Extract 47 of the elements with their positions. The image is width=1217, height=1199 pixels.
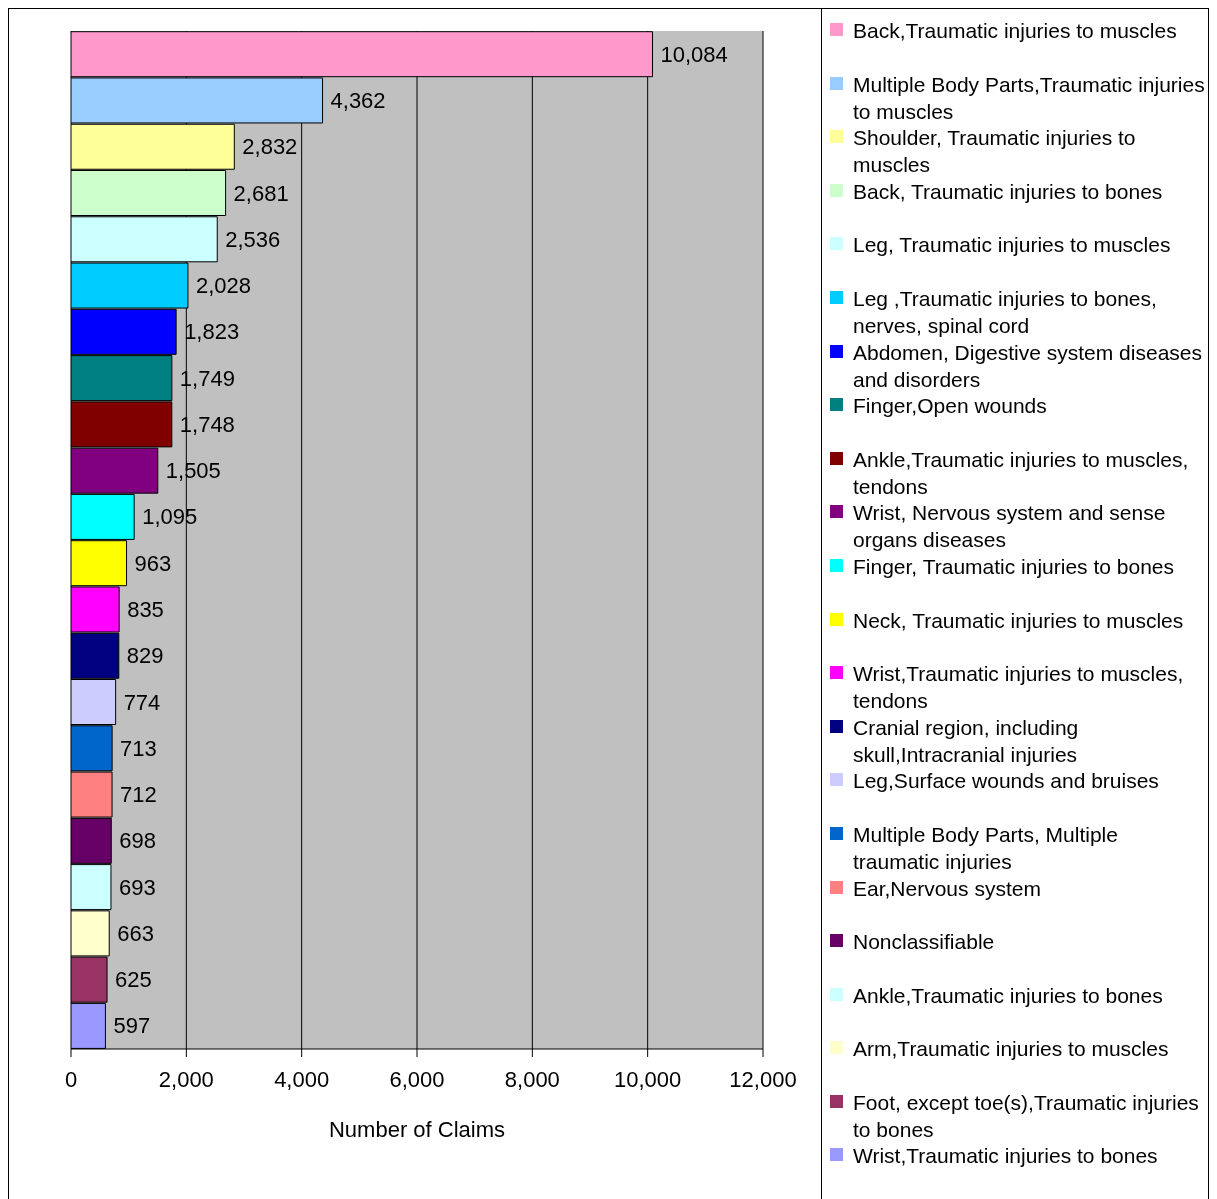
x-tick-label: 8,000 [504,1066,560,1092]
data-label: 625 [115,967,152,993]
data-label: 835 [127,596,164,622]
legend-label: Cranial region, including skull,Intracranial injuries [853,715,1079,766]
legend-label: Foot, except toe(s),Traumatic injuries to bones [853,1090,1199,1141]
legend-label: Back,Traumatic injuries to muscles [853,19,1177,42]
legend-label: Ear,Nervous system [853,876,1041,900]
legend-label: Neck, Traumatic injuries to muscles [853,608,1184,632]
data-label: 2,028 [195,273,252,299]
data-label: 10,084 [660,41,728,67]
data-label: 597 [113,1013,151,1039]
data-label: 4,362 [330,87,386,113]
legend-label: Abdomen, Digestive system diseases and disorders [853,340,1202,391]
legend-label: Wrist, Nervous system and sense organs diseases [853,501,1166,552]
data-label: 663 [117,920,154,946]
legend-label: Multiple Body Parts, Multiple traumatic injuries [853,822,1118,873]
legend-label: Leg ,Traumatic injuries to bones, nerves, spinal cord [853,286,1157,337]
legend-label: Finger, Traumatic injuries to bones [853,554,1174,578]
x-tick-label: 0 [64,1066,78,1092]
data-label: 774 [123,689,161,715]
data-label: 712 [120,782,157,808]
legend-label: Leg,Surface wounds and bruises [853,769,1159,793]
data-label: 693 [118,874,156,900]
legend-label: Arm,Traumatic injuries to muscles [853,1037,1169,1061]
data-label: 2,681 [233,180,289,206]
legend-label: Wrist,Traumatic injuries to muscles, tendons [853,662,1184,713]
legend-label: Shoulder, Traumatic injuries to muscles [853,126,1136,177]
legend-label: Wrist,Traumatic injuries to bones [853,1144,1158,1168]
data-label: 829 [126,643,164,669]
legend-label: Back, Traumatic injuries to bones [853,179,1163,203]
data-label: 2,536 [225,226,281,252]
x-axis-title: Number of Claims [328,1117,506,1142]
x-tick-label: 10,000 [614,1066,682,1092]
legend-label: Multiple Body Parts,Traumatic injuries to muscles [853,72,1205,123]
data-label: 698 [119,828,156,854]
x-tick-label: 2,000 [158,1066,214,1092]
x-tick-label: 12,000 [729,1066,797,1092]
data-label: 2,832 [242,134,298,160]
x-tick-label: 6,000 [389,1066,445,1092]
x-tick-label: 4,000 [274,1066,330,1092]
data-label: 713 [120,735,157,761]
legend-label: Ankle,Traumatic injuries to muscles, tendons [853,447,1189,498]
legend-label: Leg, Traumatic injuries to muscles [853,233,1171,257]
legend-label: Ankle,Traumatic injuries to bones [853,983,1163,1007]
data-label: 963 [134,550,172,576]
legend-label: Nonclassifiable [853,930,995,954]
legend-label: Finger,Open wounds [853,394,1047,418]
